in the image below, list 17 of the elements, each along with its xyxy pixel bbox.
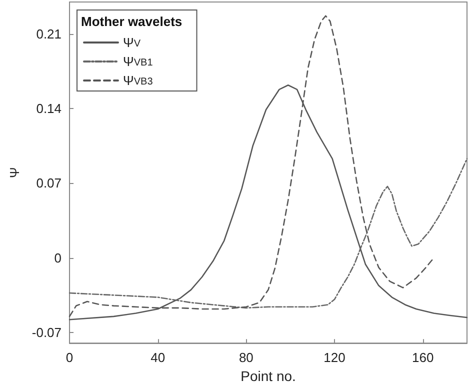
x-tick-label: 120 [324,350,346,366]
y-tick-label: 0.21 [36,26,62,42]
y-tick-label: 0 [54,250,62,266]
y-axis-title: Ψ [7,167,22,178]
line-series [68,158,468,309]
x-axis-title: Point no. [240,368,296,384]
x-tick-label: 80 [238,350,254,366]
y-tick-label: 0.07 [36,176,62,191]
legend-label: ΨVB3 [123,73,154,88]
x-tick-label: 160 [412,350,434,366]
x-tick-label: 40 [150,350,166,366]
legend-title: Mother wavelets [81,14,182,29]
y-tick-label: -0.07 [32,324,62,340]
legend-label: ΨV [123,35,141,50]
y-tick-label: 0.14 [36,101,62,116]
x-tick-label: 0 [66,350,74,366]
legend-label: ΨVB1 [123,54,154,69]
